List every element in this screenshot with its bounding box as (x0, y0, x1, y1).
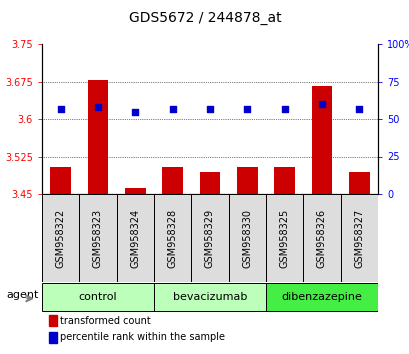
Point (94, 104, 101, 110)
Text: transformed count: transformed count (61, 315, 151, 325)
Bar (340, 194, 377, 282)
Bar (42, 194, 79, 282)
Bar (42, 282, 154, 312)
Point (206, 105, 213, 111)
Point (57, 105, 64, 111)
Bar (303, 194, 340, 282)
Text: GSM958328: GSM958328 (167, 209, 177, 268)
Point (132, 109, 138, 114)
Bar (162, 166, 182, 194)
Bar (49, 332, 57, 343)
Bar (50, 166, 71, 194)
Bar (154, 194, 191, 282)
Bar (348, 171, 369, 194)
Text: GSM958323: GSM958323 (93, 209, 103, 268)
Text: GDS5672 / 244878_at: GDS5672 / 244878_at (128, 11, 281, 25)
Text: dibenzazepine: dibenzazepine (281, 292, 362, 302)
Bar (274, 166, 294, 194)
Bar (265, 282, 377, 312)
Text: GSM958327: GSM958327 (353, 209, 364, 268)
Bar (125, 188, 145, 194)
Bar (265, 194, 303, 282)
Point (243, 105, 250, 111)
Bar (154, 282, 265, 312)
Text: GSM958326: GSM958326 (316, 209, 326, 268)
Bar (236, 166, 257, 194)
Text: agent: agent (6, 291, 38, 301)
Text: GSM958324: GSM958324 (130, 209, 140, 268)
Bar (117, 194, 154, 282)
Point (318, 101, 324, 107)
Bar (199, 171, 220, 194)
Text: GSM958322: GSM958322 (56, 209, 65, 268)
Bar (191, 194, 228, 282)
Bar (228, 194, 265, 282)
Bar (79, 194, 117, 282)
Text: percentile rank within the sample: percentile rank within the sample (61, 332, 225, 343)
Text: GSM958329: GSM958329 (204, 209, 214, 268)
Text: GSM958330: GSM958330 (242, 209, 252, 268)
Bar (88, 80, 108, 194)
Point (169, 105, 175, 111)
Point (281, 105, 287, 111)
Bar (49, 315, 57, 326)
Text: bevacizumab: bevacizumab (172, 292, 247, 302)
Text: GSM958325: GSM958325 (279, 209, 289, 268)
Bar (311, 86, 331, 194)
Point (355, 105, 362, 111)
Text: control: control (79, 292, 117, 302)
